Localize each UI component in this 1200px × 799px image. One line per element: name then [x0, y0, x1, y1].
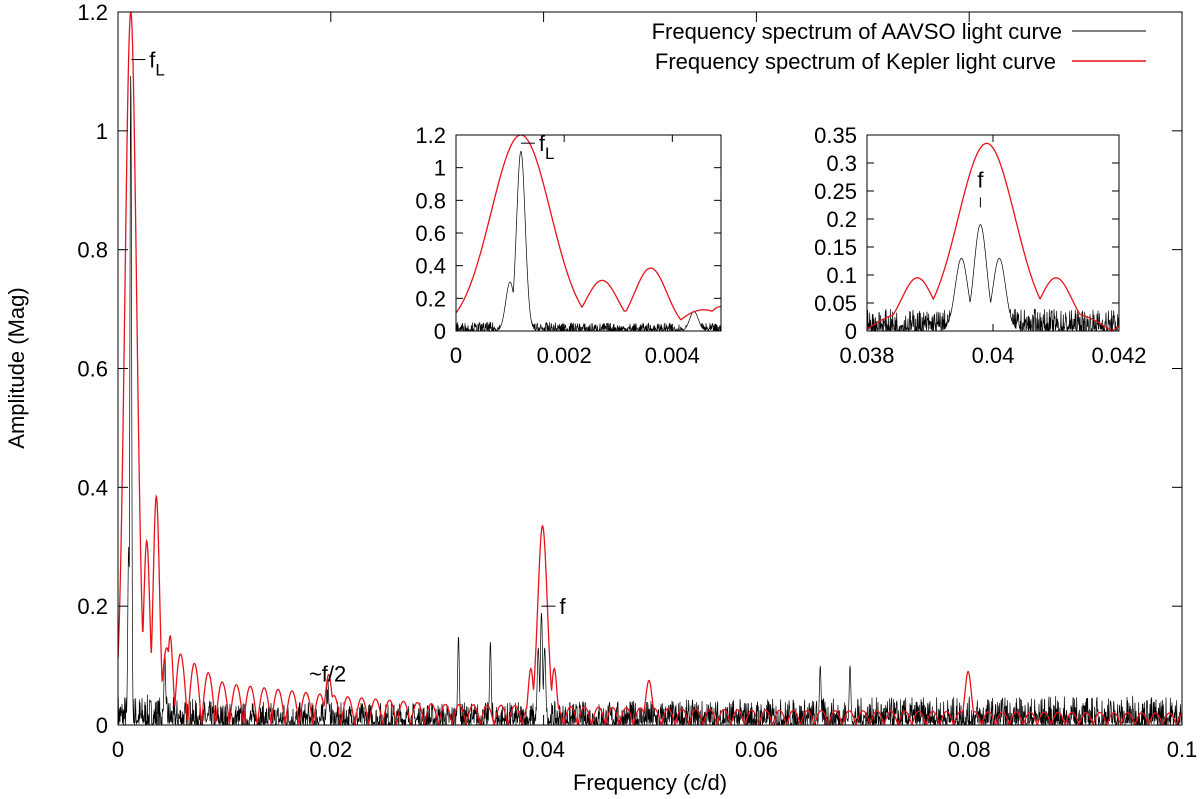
series-group-main [118, 12, 1182, 725]
y-tick-label-main: 0.8 [77, 238, 108, 263]
y-tick-label-inset1: 0.1 [826, 263, 857, 288]
annotation-subscript-main: L [155, 61, 164, 80]
y-tick-label-main: 1 [96, 119, 108, 144]
x-tick-label-inset0: 0.002 [537, 343, 592, 368]
x-tick-label-main: 0.04 [522, 737, 565, 762]
y-tick-label-inset0: 0.2 [415, 286, 446, 311]
y-tick-label-inset0: 1 [434, 156, 446, 181]
annotation-0: fL [131, 48, 165, 80]
y-tick-label-inset1: 0.15 [814, 235, 857, 260]
series-line-kepler-main [118, 12, 1182, 725]
series-line-kepler-inset1 [867, 142, 1119, 331]
y-tick-label-inset0: 1.2 [415, 123, 446, 148]
annotation-label-inset0: fL [539, 131, 555, 163]
y-tick-label-inset1: 0.05 [814, 291, 857, 316]
y-tick-label-inset0: 0.4 [415, 254, 446, 279]
y-tick-label-inset0: 0.6 [415, 221, 446, 246]
legend-label-aavso: Frequency spectrum of AAVSO light curve [652, 19, 1062, 44]
inset-annotation-0: fL [520, 131, 555, 163]
x-tick-label-inset1: 0.04 [972, 343, 1015, 368]
x-tick-label-inset1: 0.038 [839, 343, 894, 368]
x-tick-label-inset1: 0.042 [1091, 343, 1146, 368]
inset-annotation-0: f [977, 167, 984, 208]
y-tick-label-main: 0.4 [77, 475, 108, 500]
annotation-2: f [541, 594, 566, 619]
series-line-aavso-main [118, 76, 1182, 725]
annotation-1: ~f/2 [309, 662, 346, 704]
series-line-kepler-inset0 [456, 135, 721, 321]
plot-frame-main [117, 11, 1183, 726]
legend-label-kepler: Frequency spectrum of Kepler light curve [655, 49, 1056, 74]
x-tick-label-main: 0.02 [309, 737, 352, 762]
y-axis-title: Amplitude (Mag) [4, 287, 29, 448]
series-group-inset1 [867, 142, 1119, 331]
annotation-label-main: fL [149, 48, 165, 80]
x-tick-label-main: 0.06 [735, 737, 778, 762]
x-tick-label-inset0: 0 [450, 343, 462, 368]
y-tick-label-main: 1.2 [77, 0, 108, 25]
series-group-inset0 [456, 135, 721, 331]
x-tick-label-main: 0.1 [1167, 737, 1198, 762]
y-tick-label-inset1: 0.2 [826, 207, 857, 232]
annotation-label-inset1: f [977, 167, 984, 192]
x-tick-label-main: 0.08 [948, 737, 991, 762]
x-tick-label-inset0: 0.004 [645, 343, 700, 368]
main-plot: 0 0.02 0.04 0.06 0.08 0.100.20.40.60.811.2fL~… [77, 0, 1197, 762]
series-line-aavso-inset1 [867, 224, 1119, 331]
series-line-aavso-inset0 [456, 150, 721, 331]
inset-low-frequency: 0 0.002 0.004 0 0.2 0.4 0.6 0.8 1 1.2 fL [415, 123, 722, 368]
inset-f-peak: 0.038 0.04 0.042 0 0.05 0.1 0.15 0.2 0.25 0.3 0.35… [814, 123, 1146, 368]
x-axis-title: Frequency (c/d) [573, 770, 727, 795]
y-tick-label-inset1: 0.35 [814, 123, 857, 148]
y-tick-label-inset1: 0.3 [826, 151, 857, 176]
plot-frame-inset0 [455, 134, 722, 332]
y-tick-label-inset1: 0 [845, 319, 857, 344]
annotation-subscript-inset0: L [545, 144, 554, 163]
y-tick-label-main: 0.6 [77, 357, 108, 382]
annotation-label-main: f [559, 594, 566, 619]
plot-frame-inset1 [866, 134, 1120, 332]
y-tick-label-inset0: 0 [434, 319, 446, 344]
annotation-label-main: ~f/2 [309, 662, 346, 687]
y-tick-label-inset0: 0.8 [415, 188, 446, 213]
x-tick-label-main: 0 [112, 737, 124, 762]
y-tick-label-main: 0.2 [77, 594, 108, 619]
legend: Frequency spectrum of AAVSO light curve … [652, 19, 1146, 74]
y-tick-label-inset1: 0.25 [814, 179, 857, 204]
y-tick-label-main: 0 [96, 713, 108, 738]
